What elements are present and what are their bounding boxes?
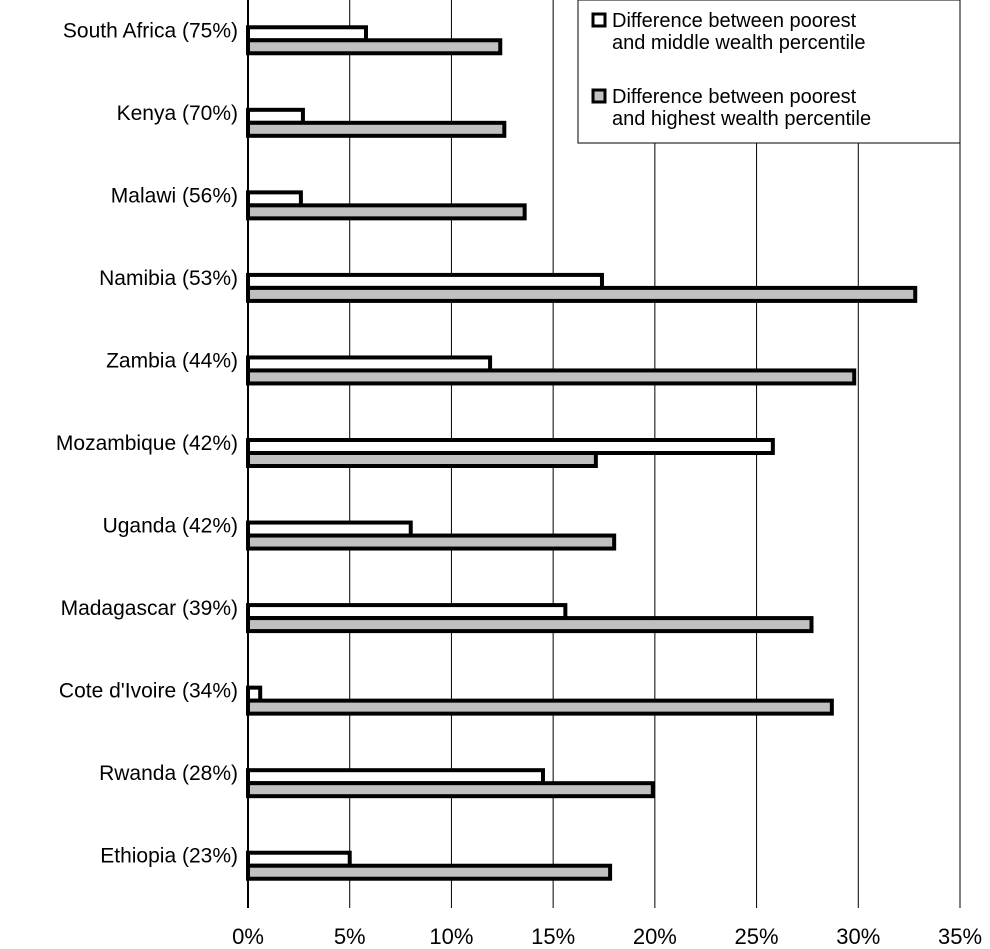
category-label: Namibia (53%)	[99, 267, 238, 290]
category-label: Uganda (42%)	[103, 515, 238, 538]
bar-highest-wealth	[246, 451, 598, 468]
x-tick-label: 5%	[334, 924, 366, 949]
x-tick-label: 0%	[232, 924, 264, 949]
legend-label: and middle wealth percentile	[612, 32, 866, 54]
bar-highest-wealth	[246, 38, 503, 56]
category-label: Ethiopia (23%)	[100, 845, 238, 868]
x-tick-label: 25%	[735, 924, 779, 949]
x-tick-label: 35%	[938, 924, 982, 949]
bar-highest-wealth	[246, 863, 613, 881]
category-label: Cote d'Ivoire (34%)	[59, 680, 238, 703]
legend-label: Difference between poorest	[612, 86, 857, 108]
bar-highest-wealth	[246, 533, 617, 551]
bar-highest-wealth	[246, 616, 814, 634]
bars	[246, 25, 918, 881]
bar-highest-wealth	[246, 285, 918, 303]
legend-box	[577, 0, 961, 144]
category-label: Kenya (70%)	[117, 102, 238, 125]
legend-label: and highest wealth percentile	[612, 108, 871, 130]
legend-label: Difference between poorest	[612, 10, 857, 32]
legend-swatch	[591, 12, 607, 28]
bar-highest-wealth	[246, 368, 857, 386]
category-label: Zambia (44%)	[106, 349, 238, 372]
bar-highest-wealth	[246, 203, 527, 221]
category-label: Mozambique (42%)	[56, 432, 238, 455]
x-axis-tick-labels: 0% 5% 10% 15% 20% 25% 30% 35%	[232, 924, 982, 949]
category-label: Rwanda (28%)	[99, 762, 238, 785]
bar-highest-wealth	[246, 698, 834, 716]
x-tick-label: 30%	[836, 924, 880, 949]
x-tick-label: 15%	[531, 924, 575, 949]
y-axis-category-labels: South Africa (75%) Kenya (70%) Malawi (56%…	[56, 19, 238, 867]
category-label: Madagascar (39%)	[61, 597, 238, 620]
x-tick-label: 10%	[429, 924, 473, 949]
bar-highest-wealth	[246, 120, 507, 138]
legend-swatch	[591, 88, 607, 104]
category-label: South Africa (75%)	[63, 19, 238, 42]
x-tick-label: 20%	[633, 924, 677, 949]
bar-highest-wealth	[246, 781, 655, 799]
category-label: Malawi (56%)	[111, 184, 238, 207]
